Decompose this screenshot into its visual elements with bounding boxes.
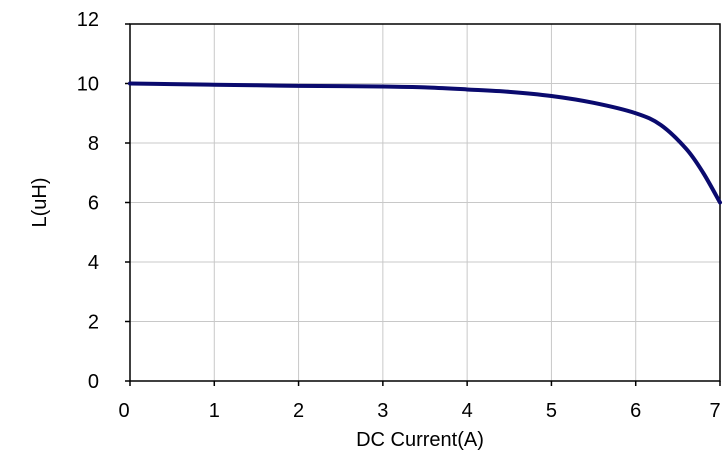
- x-axis: 0 1 2 3 4 5 6 7: [118, 381, 721, 422]
- x-axis-title: DC Current(A): [356, 429, 484, 451]
- y-tick-label-1: 2: [88, 312, 99, 334]
- y-tick-label-2: 4: [88, 252, 99, 274]
- y-tick-label-4: 8: [88, 133, 99, 155]
- x-tick-label-4: 4: [462, 400, 473, 422]
- x-tick-label-3: 3: [377, 400, 388, 422]
- y-tick-label-0: 0: [88, 371, 99, 393]
- x-tick-label-2: 2: [293, 400, 304, 422]
- y-axis: 0 2 4 6 8 10 12: [77, 9, 130, 393]
- y-tick-label-6: 12: [77, 9, 99, 31]
- x-tick-label-1: 1: [209, 400, 220, 422]
- y-tick-label-3: 6: [88, 193, 99, 215]
- series-line-0: [128, 81, 722, 205]
- grid: [130, 24, 720, 381]
- series-layer: [128, 81, 722, 205]
- y-tick-label-5: 10: [77, 74, 99, 96]
- x-tick-label-0: 0: [118, 400, 129, 422]
- x-tick-label-5: 5: [546, 400, 557, 422]
- x-tick-label-6: 6: [630, 400, 641, 422]
- x-tick-label-7: 7: [709, 400, 720, 422]
- y-axis-title: L(uH): [29, 177, 51, 227]
